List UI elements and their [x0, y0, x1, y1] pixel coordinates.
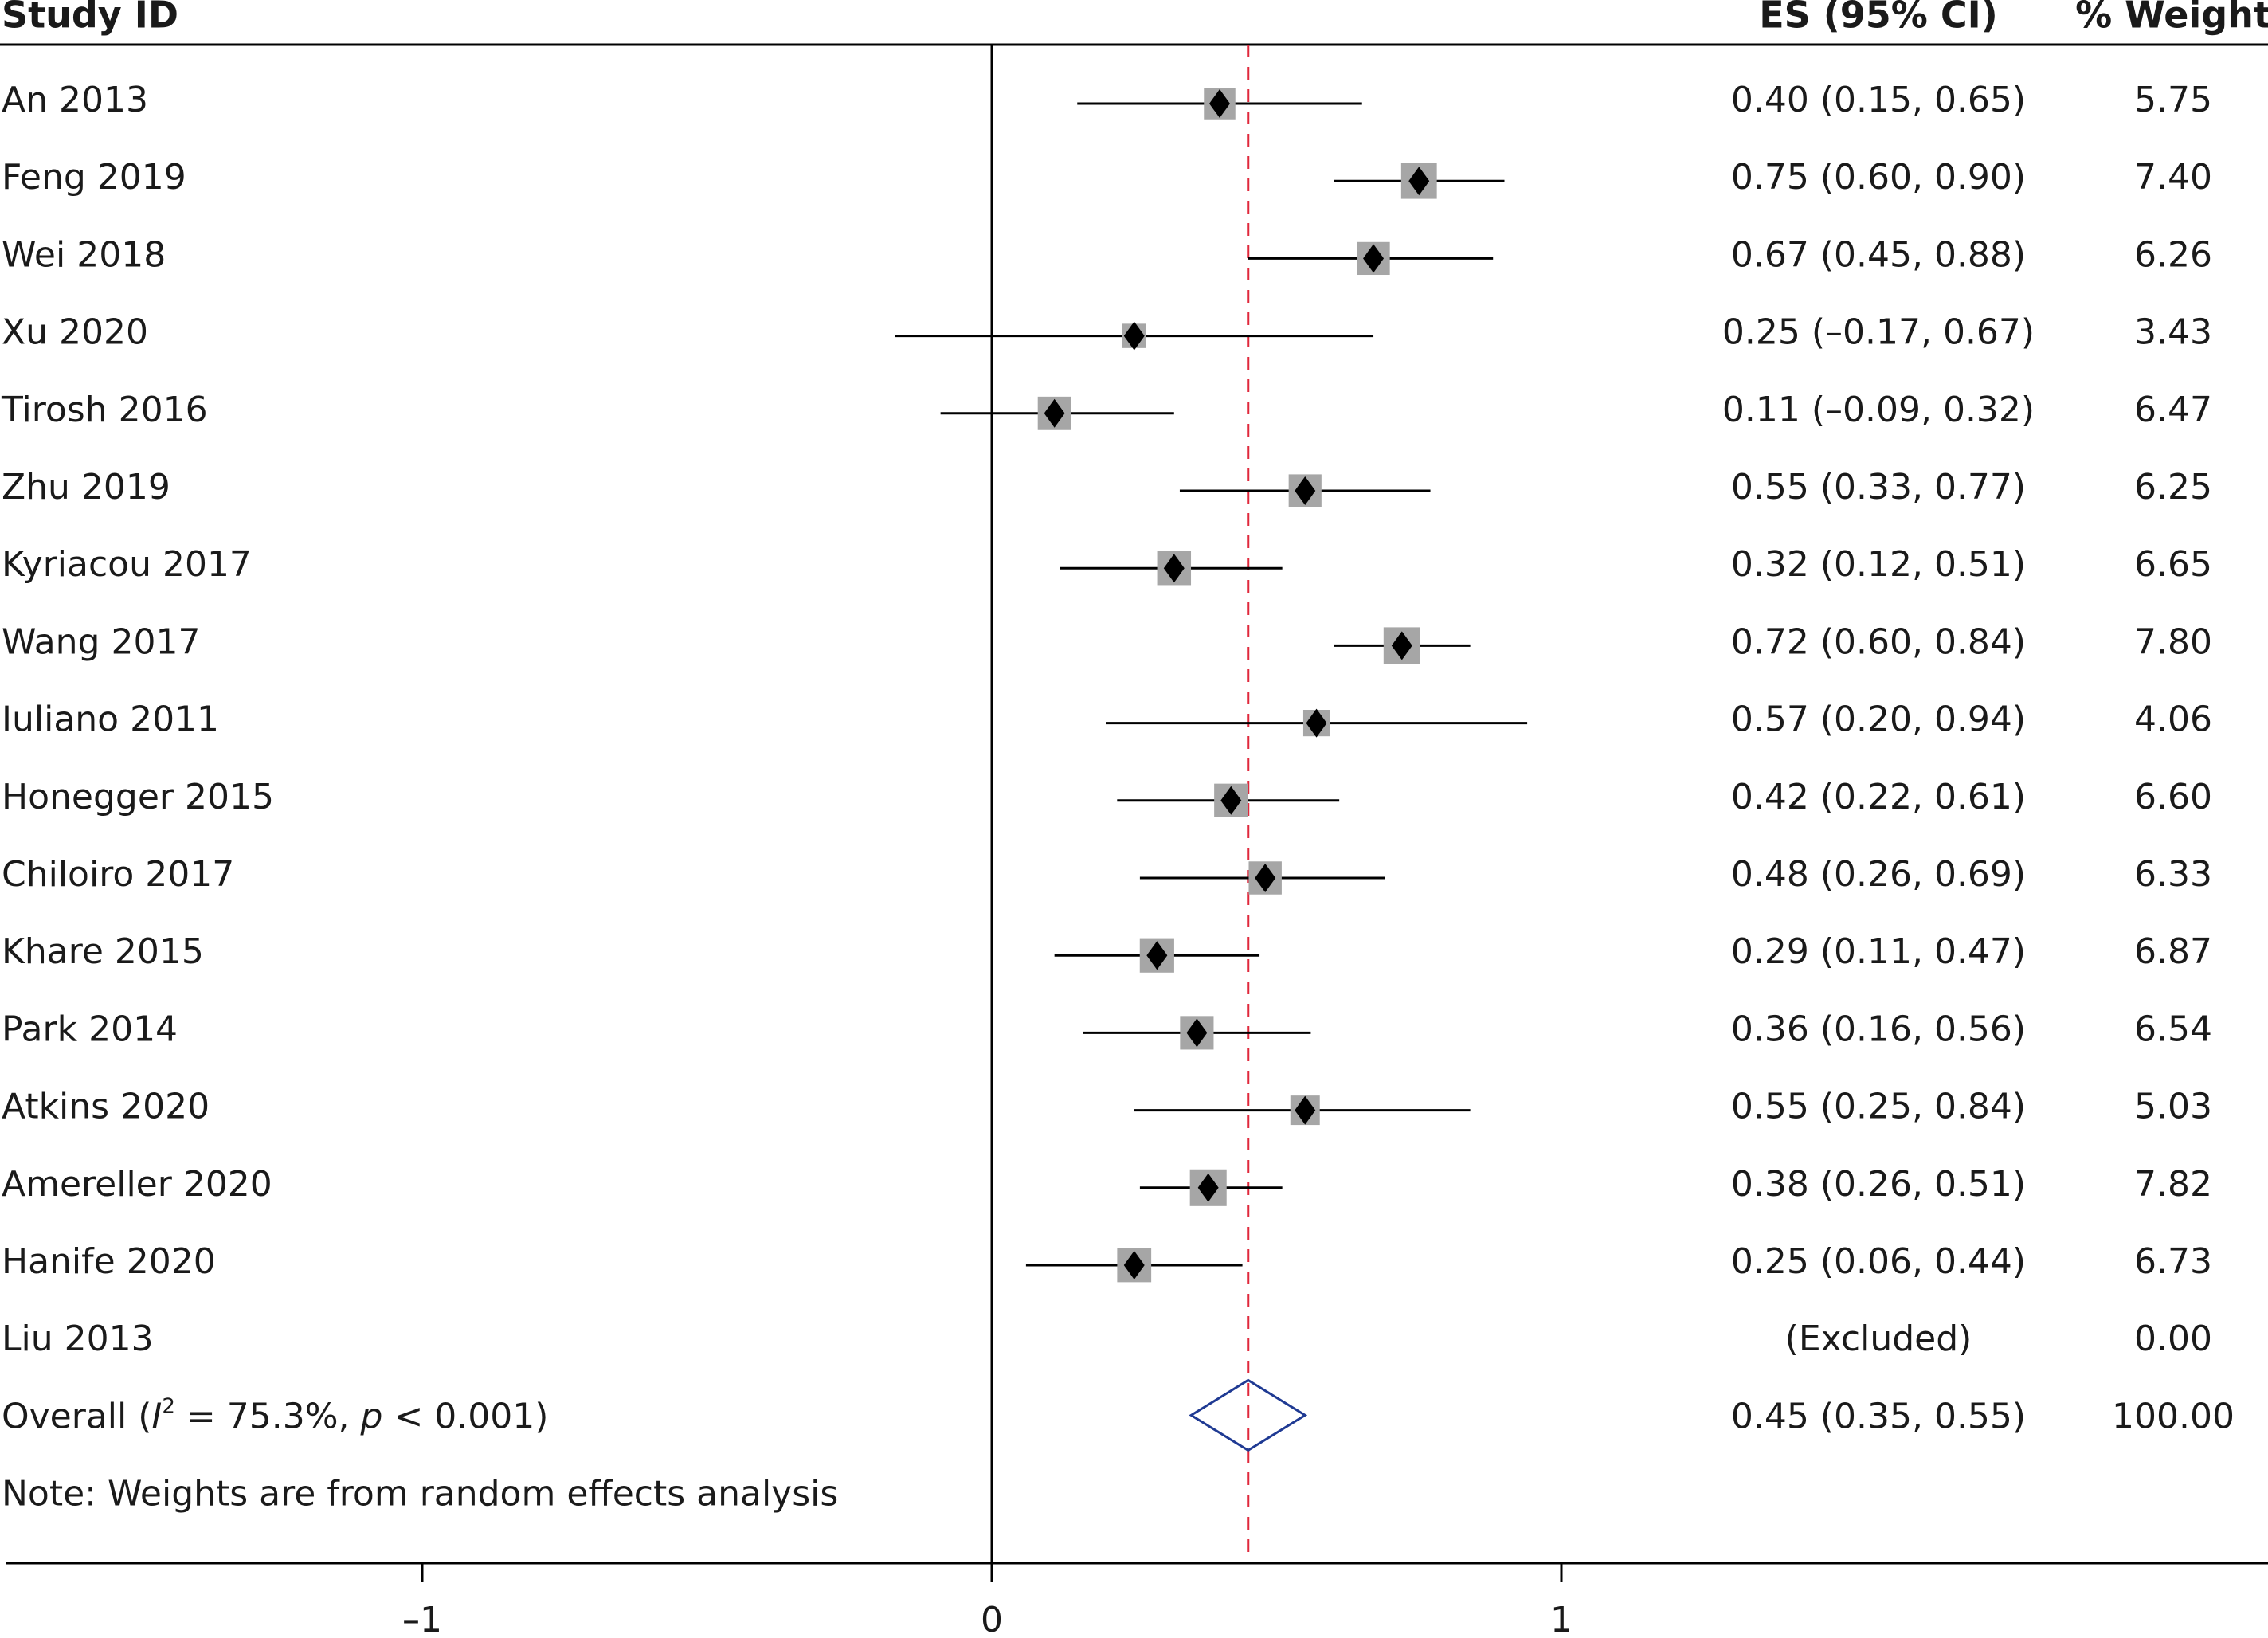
study-label: Iuliano 2011 — [2, 699, 219, 740]
x-tick-label: 0 — [981, 1600, 1003, 1638]
study-label: Feng 2019 — [2, 157, 186, 198]
study-label: Park 2014 — [2, 1009, 178, 1049]
study-label: Chiloiro 2017 — [2, 854, 234, 895]
overall-diamond — [1189, 1378, 1308, 1452]
study-label: Honegger 2015 — [2, 777, 274, 817]
study-weight: 6.65 — [2134, 544, 2212, 585]
study-label: Amereller 2020 — [2, 1164, 272, 1205]
study-weight: 6.33 — [2134, 854, 2212, 895]
study-weight: 7.82 — [2134, 1164, 2212, 1205]
study-es-ci: 0.55 (0.33, 0.77) — [1731, 467, 2026, 507]
study-point-marker — [1123, 1251, 1145, 1279]
study-weight: 6.25 — [2134, 467, 2212, 507]
study-point-marker — [1044, 398, 1065, 428]
study-label: An 2013 — [2, 80, 148, 120]
study-point-marker — [1123, 321, 1145, 351]
study-es-ci: 0.75 (0.60, 0.90) — [1731, 157, 2026, 198]
overall-label: Overall (I2 = 75.3%, p < 0.001) — [2, 1394, 548, 1437]
x-tick-label: 1 — [1550, 1600, 1573, 1638]
study-weight: 6.47 — [2134, 390, 2212, 430]
study-weight: 7.80 — [2134, 621, 2212, 662]
study-es-ci: 0.38 (0.26, 0.51) — [1731, 1164, 2026, 1205]
study-es-ci: 0.29 (0.11, 0.47) — [1731, 931, 2026, 972]
study-es-ci: 0.40 (0.15, 0.65) — [1731, 80, 2026, 120]
study-label: Wang 2017 — [2, 621, 200, 662]
study-es-ci: 0.55 (0.25, 0.84) — [1731, 1087, 2026, 1127]
study-es-ci: 0.25 (0.06, 0.44) — [1731, 1241, 2026, 1282]
overall-label-part: p — [360, 1396, 383, 1436]
note-text: Note: Weights are from random effects an… — [2, 1474, 838, 1515]
study-es-ci: 0.32 (0.12, 0.51) — [1731, 544, 2026, 585]
study-point-marker — [1295, 476, 1316, 505]
study-point-marker — [1255, 864, 1276, 892]
header-weight: % Weight — [2075, 0, 2268, 37]
study-point-marker — [1295, 1095, 1316, 1125]
study-point-marker — [1197, 1173, 1219, 1202]
header-es-ci: ES (95% CI) — [1759, 0, 1998, 37]
study-es-ci: 0.42 (0.22, 0.61) — [1731, 777, 2026, 817]
study-label: Wei 2018 — [2, 234, 166, 275]
study-label: Tirosh 2016 — [1, 390, 208, 430]
header-study-id: Study ID — [2, 0, 178, 37]
overall-label-part: 2 — [162, 1394, 175, 1418]
study-point-marker — [1146, 941, 1168, 970]
study-es-ci: (Excluded) — [1785, 1319, 1972, 1359]
study-label: Khare 2015 — [2, 931, 204, 972]
overall-es-ci: 0.45 (0.35, 0.55) — [1731, 1396, 2026, 1436]
study-es-ci: 0.36 (0.16, 0.56) — [1731, 1009, 2026, 1049]
study-es-ci: 0.67 (0.45, 0.88) — [1731, 234, 2026, 275]
study-point-marker — [1186, 1018, 1208, 1048]
study-weight: 6.73 — [2134, 1241, 2212, 1282]
study-weight: 7.40 — [2134, 157, 2212, 198]
study-weight: 5.03 — [2134, 1087, 2212, 1127]
overall-label-part: = 75.3%, — [175, 1396, 361, 1436]
study-es-ci: 0.48 (0.26, 0.69) — [1731, 854, 2026, 895]
study-weight: 6.60 — [2134, 777, 2212, 817]
study-label: Xu 2020 — [2, 312, 148, 353]
study-label: Zhu 2019 — [2, 467, 170, 507]
study-label: Hanife 2020 — [2, 1241, 216, 1282]
study-weight: 0.00 — [2134, 1319, 2212, 1359]
study-point-marker — [1391, 631, 1412, 660]
study-es-ci: 0.72 (0.60, 0.84) — [1731, 621, 2026, 662]
study-point-marker — [1220, 786, 1242, 815]
overall-label-part: < 0.001) — [382, 1396, 548, 1436]
study-es-ci: 0.57 (0.20, 0.94) — [1731, 699, 2026, 740]
study-point-marker — [1209, 89, 1230, 118]
overall-label-part: Overall ( — [2, 1396, 151, 1436]
overall-label-part: I — [151, 1396, 162, 1436]
overall-weight: 100.00 — [2112, 1396, 2235, 1436]
study-weight: 6.26 — [2134, 234, 2212, 275]
study-weight: 6.54 — [2134, 1009, 2212, 1049]
study-point-marker — [1408, 167, 1430, 196]
study-point-marker — [1363, 244, 1385, 273]
study-es-ci: 0.11 (–0.09, 0.32) — [1722, 390, 2035, 430]
study-label: Atkins 2020 — [2, 1087, 210, 1127]
study-weight: 4.06 — [2134, 699, 2212, 740]
x-tick-label: –1 — [402, 1600, 442, 1638]
plot-lines-layer — [0, 43, 2268, 1582]
study-es-ci: 0.25 (–0.17, 0.67) — [1722, 312, 2035, 353]
study-label: Kyriacou 2017 — [2, 544, 252, 585]
study-point-marker — [1163, 554, 1185, 583]
study-weight: 5.75 — [2134, 80, 2212, 120]
study-weight: 3.43 — [2134, 312, 2212, 353]
study-label: Liu 2013 — [2, 1319, 154, 1359]
study-point-marker — [1306, 708, 1327, 738]
study-weight: 6.87 — [2134, 931, 2212, 972]
plot-marks-layer — [895, 88, 1528, 1452]
